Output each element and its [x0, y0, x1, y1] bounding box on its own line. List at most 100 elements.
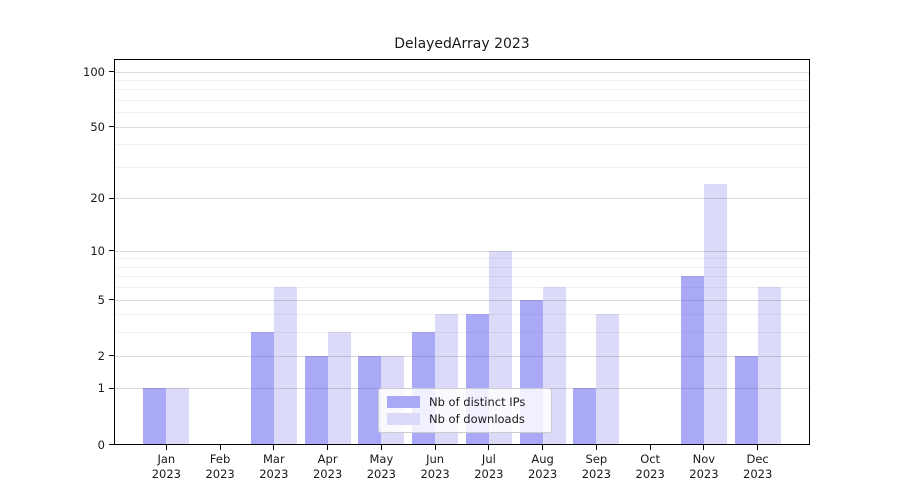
x-tick-month: Aug: [531, 452, 554, 466]
chart-title: DelayedArray 2023: [394, 36, 530, 52]
x-tick-year: 2023: [527, 467, 558, 481]
bar-ips-apr: [304, 355, 328, 445]
x-tick-month: Apr: [317, 452, 338, 466]
x-tick-year: 2023: [312, 467, 343, 481]
bar-downloads-jan: [166, 388, 190, 445]
bar-ips-dec: [734, 355, 758, 445]
x-tick-year: 2023: [635, 467, 665, 481]
x-tick-label-oct: Oct 2023: [618, 452, 682, 482]
gridline-y-30: [115, 167, 809, 168]
x-tick-jul: [488, 445, 490, 450]
gridline-y-90: [115, 79, 809, 81]
x-tick-year: 2023: [366, 467, 396, 481]
x-tick-month: Jan: [157, 452, 176, 466]
gridline-y-100: [115, 71, 809, 73]
x-tick-year: 2023: [743, 467, 773, 481]
gridline-y-4: [115, 314, 809, 316]
y-tick-label-2: 2: [97, 348, 105, 363]
gridline-y-9: [115, 258, 809, 260]
bar-ips-sep: [573, 388, 597, 445]
legend-swatch-distinct-ips: [387, 395, 420, 408]
gridline-y-8: [115, 266, 809, 268]
x-tick-label-sep: Sep 2023: [564, 452, 628, 482]
x-tick-may: [380, 445, 382, 450]
x-tick-feb: [219, 445, 221, 450]
y-tick-5: [109, 299, 114, 301]
bar-downloads-mar: [273, 287, 297, 445]
legend-row-downloads: Nb of downloads: [379, 410, 551, 427]
x-tick-month: Jul: [481, 452, 496, 466]
x-tick-label-jun: Jun 2023: [403, 452, 467, 482]
x-tick-month: Sep: [585, 452, 608, 466]
x-tick-year: 2023: [259, 467, 289, 481]
x-tick-month: Jun: [426, 452, 445, 466]
y-tick-label-10: 10: [90, 243, 105, 258]
x-tick-aug: [542, 445, 544, 450]
gridline-y-3: [115, 332, 809, 334]
legend-label-downloads: Nb of downloads: [429, 411, 525, 426]
x-tick-sep: [595, 445, 597, 450]
gridline-y-5: [115, 299, 809, 301]
y-tick-100: [109, 70, 114, 73]
x-tick-year: 2023: [420, 467, 450, 481]
x-tick-month: Feb: [209, 452, 231, 466]
bar-downloads-apr: [327, 332, 351, 445]
gridline-y-60: [115, 112, 809, 114]
y-tick-20: [109, 197, 114, 200]
x-tick-year: 2023: [151, 467, 181, 481]
bar-downloads-dec: [757, 287, 781, 445]
bar-ips-nov: [680, 276, 704, 445]
bar-downloads-nov: [703, 184, 727, 445]
x-tick-year: 2023: [205, 467, 235, 481]
bar-ips-mar: [250, 332, 274, 445]
gridline-y-20: [115, 198, 809, 200]
x-tick-apr: [327, 445, 329, 450]
x-tick-year: 2023: [689, 467, 719, 481]
x-tick-label-may: May 2023: [349, 452, 413, 482]
gridline-y-80: [115, 89, 809, 91]
x-tick-month: Nov: [692, 452, 716, 466]
x-tick-year: 2023: [474, 467, 504, 481]
gridline-y-70: [115, 100, 809, 102]
y-tick-0: [109, 443, 114, 446]
x-tick-oct: [649, 445, 651, 450]
y-tick-1: [109, 387, 114, 390]
legend-label-distinct-ips: Nb of distinct IPs: [429, 394, 526, 409]
y-tick-2: [109, 355, 114, 357]
x-tick-dec: [757, 445, 759, 450]
bar-ips-jan: [143, 388, 167, 445]
y-tick-label-50: 50: [90, 119, 105, 134]
gridline-y-50: [115, 126, 809, 128]
x-tick-nov: [703, 445, 705, 450]
gridline-y-40: [115, 144, 809, 146]
x-tick-label-nov: Nov 2023: [672, 452, 736, 482]
gridline-y-7: [115, 276, 809, 278]
x-tick-label-jul: Jul 2023: [457, 452, 521, 482]
y-tick-label-5: 5: [97, 292, 105, 307]
x-tick-month: Oct: [640, 452, 661, 466]
legend: Nb of distinct IPs Nb of downloads: [378, 388, 552, 433]
x-tick-jan: [165, 445, 167, 450]
y-tick-50: [109, 126, 114, 128]
x-tick-jun: [434, 445, 436, 450]
x-tick-label-mar: Mar 2023: [242, 452, 306, 482]
y-tick-label-0: 0: [97, 437, 105, 452]
x-tick-month: Dec: [746, 452, 769, 466]
gridline-y-6: [115, 287, 809, 289]
x-tick-label-feb: Feb 2023: [188, 452, 252, 482]
x-tick-label-aug: Aug 2023: [511, 452, 575, 482]
bar-downloads-sep: [596, 314, 620, 445]
y-tick-label-20: 20: [90, 191, 105, 206]
x-tick-mar: [273, 445, 275, 450]
x-tick-label-apr: Apr 2023: [296, 452, 360, 482]
legend-swatch-downloads: [387, 412, 420, 425]
y-tick-label-100: 100: [83, 64, 105, 79]
bar-ips-may: [358, 355, 382, 445]
x-tick-month: May: [369, 452, 394, 466]
x-tick-year: 2023: [581, 467, 612, 481]
x-tick-month: Mar: [262, 452, 285, 466]
y-tick-label-1: 1: [97, 381, 105, 396]
x-tick-label-jan: Jan 2023: [134, 452, 198, 482]
x-tick-label-dec: Dec 2023: [726, 452, 790, 482]
